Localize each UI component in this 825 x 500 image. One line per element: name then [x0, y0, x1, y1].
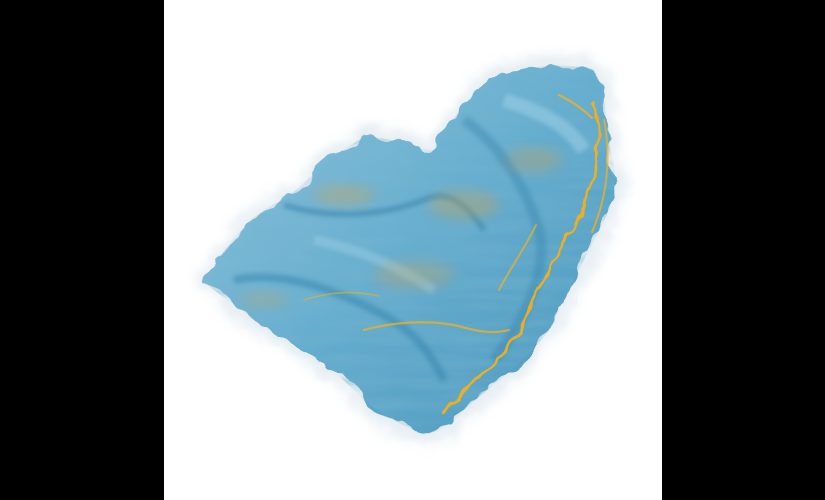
volume-render: [196, 55, 625, 446]
highlight-streaks: [303, 93, 609, 410]
render-canvas: [164, 0, 662, 500]
volume-detail: [204, 65, 615, 434]
